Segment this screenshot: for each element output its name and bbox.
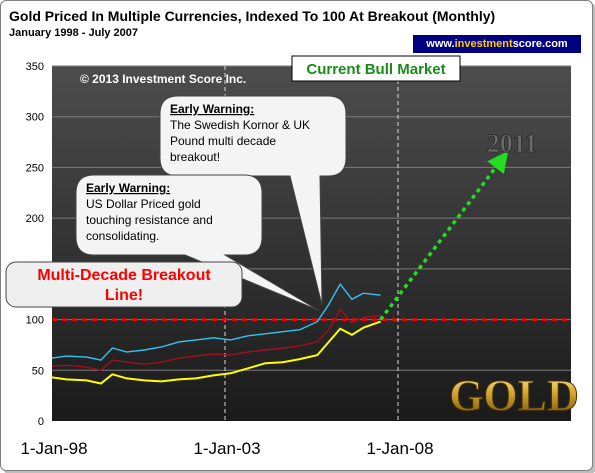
url-suffix: score.com (512, 38, 568, 50)
series-layer (51, 282, 381, 385)
url-prefix: www. (426, 38, 455, 50)
warning-usd-bubble (75, 174, 319, 311)
warning-uk-sweden-title: Early Warning: (170, 102, 254, 116)
breakout-label-line: Multi-Decade Breakout (37, 267, 211, 284)
y-tick-label: 350 (26, 61, 44, 73)
y-tick-label: 250 (26, 162, 44, 174)
warning-uk-sweden-line: The Swedish Kornor & UK (170, 118, 310, 132)
website-badge[interactable]: www.investmentscore.com (413, 35, 581, 53)
x-tick-label: 1-Jan-03 (193, 439, 260, 458)
axis-layer: 0501001502002503003501-Jan-981-Jan-031-J… (20, 61, 433, 458)
bull-market-label: Current Bull Market (306, 61, 445, 78)
x-tick-label: 1-Jan-08 (366, 439, 433, 458)
x-tick-label: 1-Jan-98 (20, 439, 87, 458)
breakout-label-box (5, 261, 243, 308)
chart-title: Gold Priced In Multiple Currencies, Inde… (9, 8, 496, 24)
warning-usd-line: consolidating. (86, 229, 159, 243)
warning-usd-line: touching resistance and (86, 213, 213, 227)
warning-uk-sweden-line: Pound multi decade (170, 134, 276, 148)
overlay-layer: © 2013 Investment Score Inc. Current Bull… (5, 55, 579, 421)
gold-logo-text: GOLD (449, 371, 579, 420)
y-tick-label: 100 (26, 315, 44, 327)
series-line-0 (51, 320, 381, 385)
y-tick-label: 200 (26, 213, 44, 225)
target-2011-label: 2011 (487, 129, 538, 158)
copyright-text: © 2013 Investment Score Inc. (80, 72, 246, 86)
warning-usd-line: US Dollar Priced gold (86, 197, 201, 211)
bull-market-box (291, 55, 461, 82)
bull-market-arrow (379, 150, 509, 321)
warning-uk-sweden-bubble (159, 95, 347, 306)
y-tick-label: 0 (38, 416, 44, 428)
warning-usd-title: Early Warning: (86, 181, 170, 195)
warning-uk-sweden-line: breakout! (170, 150, 220, 164)
url-highlight: investment (454, 38, 513, 50)
y-tick-label: 300 (26, 112, 44, 124)
series-line-1 (51, 308, 381, 372)
breakout-label-line: Line! (105, 287, 143, 304)
chart-subtitle: January 1998 - July 2007 (9, 27, 139, 39)
series-line-2 (51, 282, 381, 361)
y-tick-label: 50 (32, 365, 44, 377)
